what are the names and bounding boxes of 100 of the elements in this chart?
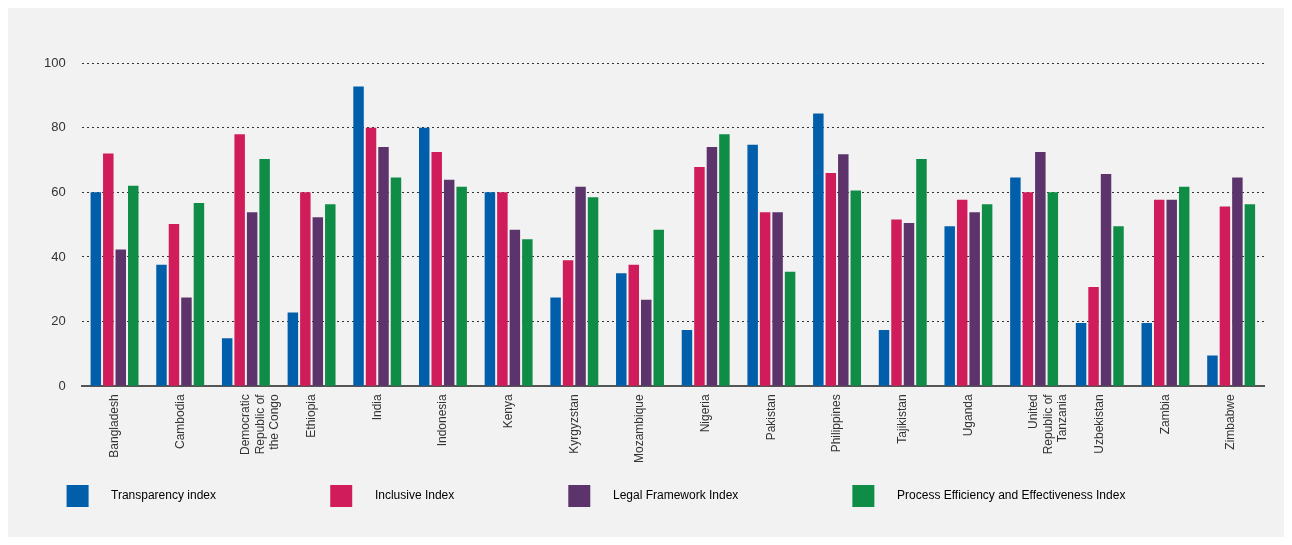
x-tick-label: Philippines (829, 394, 844, 453)
bar (1088, 287, 1099, 386)
x-tick-label: Ethiopia (303, 393, 318, 438)
bar (1113, 226, 1124, 386)
x-tick-label: Democratic Republic of the Congo (238, 393, 282, 455)
bar (484, 192, 496, 386)
x-tick-label: Indonesia (435, 393, 450, 447)
bar (681, 330, 693, 386)
bar (575, 186, 586, 386)
bar (1047, 192, 1059, 386)
bar (168, 224, 180, 386)
bar (1178, 186, 1190, 386)
x-tick-label: Nigeria (698, 393, 712, 433)
bar (550, 297, 561, 386)
bar (969, 212, 980, 386)
bar (246, 212, 258, 386)
bar (1153, 199, 1165, 386)
legend-label: Legal Framework Index (596, 488, 839, 503)
bar (1232, 177, 1243, 386)
bar (287, 312, 299, 386)
bar (365, 127, 377, 386)
bar (259, 159, 270, 386)
bar (378, 147, 389, 386)
x-tick-label: Cambodia (172, 393, 187, 449)
x-tick-label: India (369, 393, 384, 421)
bar (759, 212, 771, 386)
bar (156, 264, 167, 386)
bar (353, 86, 364, 386)
bar (784, 271, 796, 386)
y-tick-label: 20 (51, 313, 66, 329)
bar (956, 199, 968, 386)
bar (1207, 355, 1218, 386)
bar (115, 249, 127, 386)
x-tick-label: Mozambique (632, 393, 647, 463)
bar (1010, 177, 1021, 386)
x-tick-label: Zimbabwe (1223, 393, 1238, 450)
bar (747, 144, 758, 386)
legend-label: Inclusive Index (358, 488, 555, 503)
bar (944, 226, 955, 386)
y-tick-label: 60 (51, 183, 66, 199)
bar (1035, 151, 1046, 386)
bar (825, 172, 837, 386)
y-tick-label: 80 (51, 119, 66, 135)
y-tick-label: 0 (58, 377, 66, 393)
bar (694, 167, 705, 386)
x-tick-label: Kenya (500, 393, 515, 429)
legend-label: Process Efficiency and Effectiveness Index (880, 488, 1226, 503)
bar (522, 239, 533, 386)
bar (300, 192, 311, 386)
x-tick-label: United Republic of Tanzania (1026, 393, 1070, 455)
bar (1219, 206, 1231, 386)
bar (1022, 192, 1034, 386)
x-tick-label: Pakistan (763, 394, 778, 441)
x-tick-label: Bangladesh (106, 394, 121, 458)
bar (772, 212, 783, 386)
bar (838, 154, 849, 386)
bar (181, 297, 192, 386)
bar (193, 202, 205, 386)
x-tick-label: Zambia (1157, 393, 1172, 435)
bar (1100, 173, 1112, 386)
bar (1244, 204, 1256, 386)
bar (128, 185, 139, 386)
legend-label: Transparency index (94, 488, 317, 503)
bar (706, 147, 718, 386)
bar (456, 186, 467, 386)
bar (443, 179, 455, 386)
bar (916, 159, 927, 386)
bar (981, 204, 993, 386)
x-tick-label: Uzbekistan (1092, 394, 1107, 454)
x-tick-label: Uganda (960, 393, 975, 437)
bar (509, 229, 521, 386)
bar (418, 127, 430, 386)
bar (1166, 199, 1177, 386)
bar (90, 192, 102, 386)
bar (719, 134, 730, 386)
bar (850, 190, 862, 386)
bar (653, 229, 664, 386)
x-tick-label: Kyrgyzstan (566, 394, 581, 454)
bar (390, 177, 402, 386)
bar (431, 151, 442, 386)
bar (1141, 322, 1152, 386)
y-tick-label: 100 (43, 54, 66, 70)
y-tick-label: 40 (51, 248, 66, 264)
bar (891, 219, 902, 386)
bar (497, 192, 508, 386)
bar (628, 264, 640, 386)
bar (325, 204, 336, 386)
bar (221, 338, 233, 386)
bar (641, 299, 652, 386)
bar (103, 153, 114, 386)
bar (813, 113, 824, 386)
bar (903, 223, 915, 386)
bar (1075, 322, 1087, 386)
bar (562, 260, 574, 386)
bar (616, 273, 627, 386)
bar (312, 217, 324, 386)
x-tick-label: Tajikistan (895, 394, 910, 444)
bar (587, 197, 599, 386)
bar (234, 134, 245, 386)
bar (878, 330, 890, 386)
